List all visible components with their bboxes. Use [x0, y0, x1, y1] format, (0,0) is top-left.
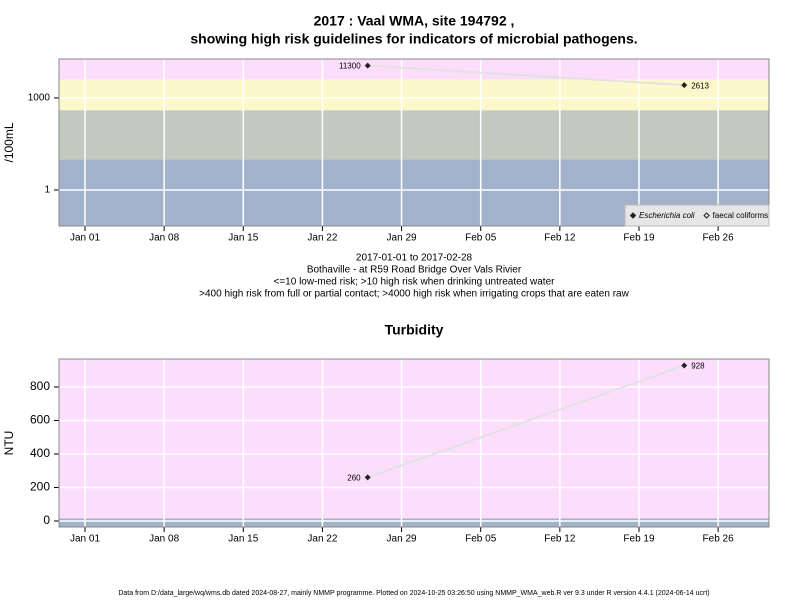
x-tick-label: Feb 12 — [544, 534, 576, 545]
data-label: 11300 — [339, 62, 361, 71]
x-tick-label: Jan 29 — [387, 534, 417, 545]
y-tick-label: 400 — [30, 446, 50, 460]
chart-subtitle: showing high risk guidelines for indicat… — [190, 31, 637, 47]
risk-band — [59, 359, 769, 519]
x-tick-label: Feb 19 — [623, 534, 655, 545]
x-tick-label: Jan 22 — [307, 534, 337, 545]
x-tick-label: Jan 22 — [307, 233, 337, 244]
x-tick-label: Jan 08 — [149, 233, 179, 244]
legend-marker — [703, 212, 710, 219]
legend-box — [624, 204, 770, 227]
data-point — [681, 362, 688, 369]
x-tick-label: Feb 19 — [623, 233, 655, 244]
risk-band — [59, 79, 769, 111]
legend-label: Escherichia coli — [639, 211, 695, 220]
note: 2017-01-01 to 2017-02-28 — [356, 253, 473, 264]
x-tick-label: Jan 01 — [70, 534, 100, 545]
y-tick-label: 200 — [30, 480, 50, 494]
series-line — [367, 64, 685, 87]
legend-marker — [629, 212, 637, 219]
series-line — [367, 364, 685, 479]
y-tick-label: 600 — [30, 413, 50, 427]
data-point — [681, 82, 688, 89]
y-tick-label: 1000 — [28, 93, 51, 104]
data-label: 2613 — [691, 81, 709, 90]
y-axis-label: NTU — [2, 431, 16, 456]
plot-border — [58, 58, 770, 227]
x-tick-label: Feb 26 — [703, 233, 735, 244]
note: Bothaville - at R59 Road Bridge Over Val… — [307, 265, 522, 276]
data-label: 928 — [691, 362, 705, 371]
chart-title: 2017 : Vaal WMA, site 194792 , — [314, 13, 515, 29]
risk-band — [59, 518, 769, 527]
x-tick-label: Feb 26 — [703, 534, 735, 545]
data-label: 260 — [347, 474, 361, 483]
x-tick-label: Jan 15 — [228, 233, 258, 244]
chart-title: Turbidity — [385, 322, 444, 338]
x-tick-label: Feb 05 — [465, 233, 497, 244]
x-tick-label: Feb 12 — [544, 233, 576, 244]
risk-band — [59, 110, 769, 160]
x-tick-label: Jan 01 — [70, 233, 100, 244]
x-tick-label: Feb 05 — [465, 534, 497, 545]
footer: Data from D:/data_large/wq/wms.db dated … — [118, 590, 709, 597]
plot-border — [58, 358, 770, 528]
data-point — [364, 62, 371, 69]
y-tick-label: 0 — [43, 513, 50, 527]
note: >400 high risk from full or partial cont… — [199, 289, 629, 300]
legend-label: faecal coliforms — [713, 211, 769, 220]
y-tick-label: 800 — [30, 379, 50, 393]
note: <=10 low-med risk; >10 high risk when dr… — [274, 277, 556, 288]
x-tick-label: Jan 29 — [387, 233, 417, 244]
y-tick-label: 1 — [44, 185, 50, 196]
y-axis-label: /100mL — [2, 122, 16, 162]
x-tick-label: Jan 15 — [228, 534, 258, 545]
x-tick-label: Jan 08 — [149, 534, 179, 545]
data-point — [364, 474, 371, 481]
